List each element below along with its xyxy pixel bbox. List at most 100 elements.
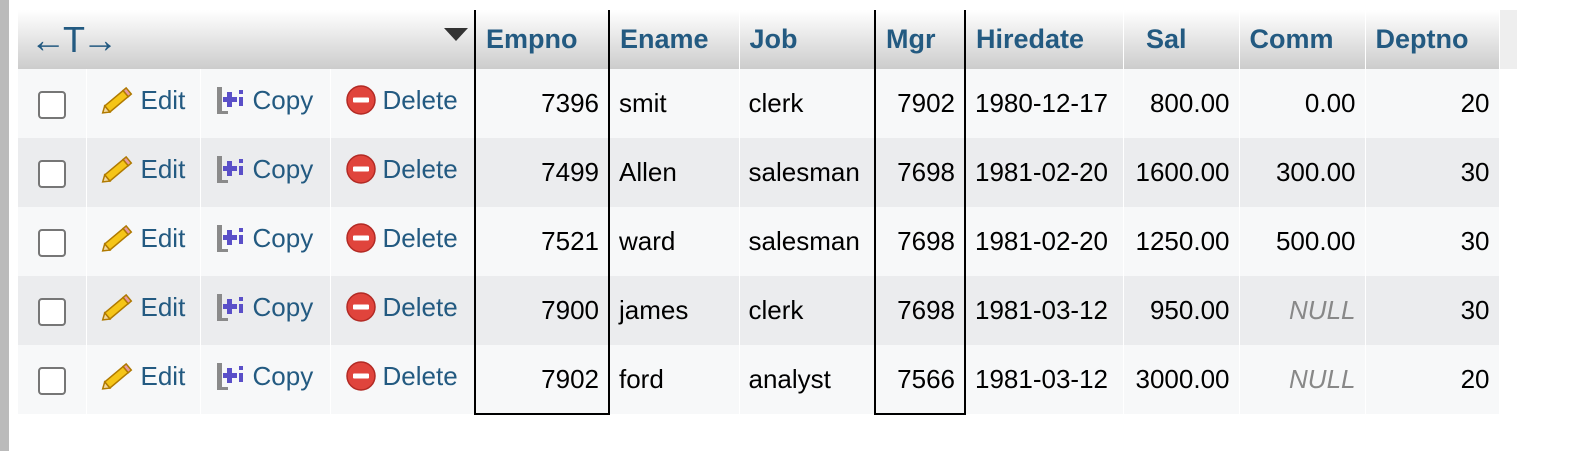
edit-cell[interactable]: Edit bbox=[86, 138, 201, 207]
cell-hiredate: 1981-02-20 bbox=[965, 138, 1124, 207]
column-controls[interactable]: ←T→ bbox=[18, 10, 476, 69]
row-select-cell[interactable] bbox=[18, 69, 87, 138]
delete-cell[interactable]: Delete bbox=[330, 276, 476, 345]
cell-ename: ward bbox=[609, 207, 740, 276]
delete-button[interactable]: Delete bbox=[331, 291, 458, 323]
cell-ename: smit bbox=[609, 69, 740, 138]
pencil-icon bbox=[101, 154, 135, 184]
cell-hiredate: 1980-12-17 bbox=[965, 69, 1124, 138]
column-header-hiredate[interactable]: Hiredate bbox=[965, 10, 1124, 69]
column-header-sal[interactable]: Sal bbox=[1123, 10, 1240, 69]
edit-label: Edit bbox=[140, 360, 186, 391]
delete-button[interactable]: Delete bbox=[331, 360, 458, 392]
edit-button[interactable]: Edit bbox=[87, 154, 185, 185]
delete-label: Delete bbox=[382, 153, 458, 184]
left-border bbox=[0, 0, 9, 451]
row-checkbox[interactable] bbox=[37, 91, 66, 120]
copy-cell[interactable]: Copy bbox=[200, 69, 331, 138]
cell-deptno: 20 bbox=[1365, 345, 1500, 414]
cell-empno: 7521 bbox=[474, 207, 610, 276]
cell-mgr: 7698 bbox=[874, 207, 966, 276]
cell-comm: NULL bbox=[1239, 276, 1366, 345]
row-checkbox[interactable] bbox=[37, 367, 66, 396]
delete-cell[interactable]: Delete bbox=[330, 345, 476, 414]
copy-button[interactable]: Copy bbox=[201, 222, 314, 254]
cell-mgr: 7566 bbox=[874, 345, 966, 415]
copy-cell[interactable]: Copy bbox=[200, 345, 331, 414]
copy-button[interactable]: Copy bbox=[201, 84, 313, 116]
row-select-cell[interactable] bbox=[18, 345, 87, 414]
edit-button[interactable]: Edit bbox=[87, 360, 186, 392]
cell-hiredate: 1981-02-20 bbox=[965, 207, 1124, 276]
delete-icon bbox=[345, 222, 377, 254]
pencil-icon bbox=[101, 85, 135, 115]
edit-label: Edit bbox=[140, 84, 186, 115]
copy-button[interactable]: Copy bbox=[201, 360, 313, 392]
top-strip bbox=[9, 0, 1585, 10]
cell-job: salesman bbox=[739, 138, 876, 207]
copy-button[interactable]: Copy bbox=[201, 291, 313, 323]
delete-icon bbox=[345, 153, 377, 185]
row-checkbox[interactable] bbox=[37, 229, 66, 258]
delete-cell[interactable]: Delete bbox=[330, 138, 476, 207]
pencil-icon bbox=[101, 292, 135, 322]
copy-icon bbox=[215, 84, 247, 116]
delete-button[interactable]: Delete bbox=[331, 153, 458, 185]
cell-sal: 950.00 bbox=[1123, 276, 1240, 345]
column-header-ename[interactable]: Ename bbox=[609, 10, 740, 69]
copy-cell[interactable]: Copy bbox=[200, 207, 331, 276]
delete-button[interactable]: Delete bbox=[331, 222, 458, 254]
results-table: ←T→ Empno Ename Job Mgr Hiredate Sal Com… bbox=[18, 10, 1500, 415]
edit-button[interactable]: Edit bbox=[87, 291, 186, 323]
column-header-job[interactable]: Job bbox=[739, 10, 876, 69]
table-row: Edit Copy Delete 7521 ward salesman 7698… bbox=[18, 207, 1500, 276]
edit-label: Edit bbox=[140, 222, 186, 253]
cell-comm: NULL bbox=[1239, 345, 1366, 414]
row-select-cell[interactable] bbox=[18, 276, 87, 345]
column-header-mgr[interactable]: Mgr bbox=[874, 10, 966, 69]
resize-arrows-icon[interactable]: ←T→ bbox=[30, 18, 118, 60]
cell-mgr: 7902 bbox=[874, 69, 966, 138]
cell-ename: ford bbox=[609, 345, 740, 414]
row-select-cell[interactable] bbox=[18, 138, 87, 207]
cell-job: clerk bbox=[739, 276, 876, 345]
row-select-cell[interactable] bbox=[18, 207, 87, 276]
cell-hiredate: 1981-03-12 bbox=[965, 345, 1124, 414]
copy-label: Copy bbox=[252, 222, 314, 253]
cell-ename: james bbox=[609, 276, 740, 345]
column-header-deptno[interactable]: Deptno bbox=[1365, 10, 1500, 69]
copy-icon bbox=[215, 222, 247, 254]
delete-cell[interactable]: Delete bbox=[330, 69, 476, 138]
edit-button[interactable]: Edit bbox=[87, 222, 186, 254]
copy-icon bbox=[215, 153, 247, 185]
delete-cell[interactable]: Delete bbox=[330, 207, 476, 276]
edit-cell[interactable]: Edit bbox=[86, 276, 201, 345]
cell-job: salesman bbox=[739, 207, 876, 276]
delete-label: Delete bbox=[382, 84, 458, 115]
edit-cell[interactable]: Edit bbox=[86, 207, 201, 276]
column-header-empno[interactable]: Empno bbox=[474, 10, 610, 69]
edit-cell[interactable]: Edit bbox=[86, 345, 201, 414]
header-row: ←T→ Empno Ename Job Mgr Hiredate Sal Com… bbox=[18, 10, 1500, 69]
copy-button[interactable]: Copy bbox=[201, 153, 313, 185]
edit-cell[interactable]: Edit bbox=[86, 69, 201, 138]
column-header-comm[interactable]: Comm bbox=[1239, 10, 1366, 69]
cell-comm: 500.00 bbox=[1239, 207, 1366, 276]
cell-job: clerk bbox=[739, 69, 876, 138]
row-checkbox[interactable] bbox=[37, 160, 66, 189]
sort-triangle-icon[interactable] bbox=[444, 28, 468, 41]
cell-mgr: 7698 bbox=[874, 276, 966, 345]
delete-button[interactable]: Delete bbox=[331, 84, 458, 116]
edit-label: Edit bbox=[140, 291, 186, 322]
copy-cell[interactable]: Copy bbox=[200, 276, 331, 345]
cell-comm: 300.00 bbox=[1239, 138, 1366, 207]
delete-label: Delete bbox=[382, 360, 458, 391]
delete-label: Delete bbox=[382, 291, 458, 322]
table-row: Edit Copy Delete 7499 Allen salesman 769… bbox=[18, 138, 1500, 207]
copy-icon bbox=[215, 291, 247, 323]
cell-comm: 0.00 bbox=[1239, 69, 1366, 138]
row-checkbox[interactable] bbox=[37, 298, 66, 327]
delete-icon bbox=[345, 360, 377, 392]
copy-cell[interactable]: Copy bbox=[200, 138, 331, 207]
edit-button[interactable]: Edit bbox=[87, 84, 186, 116]
